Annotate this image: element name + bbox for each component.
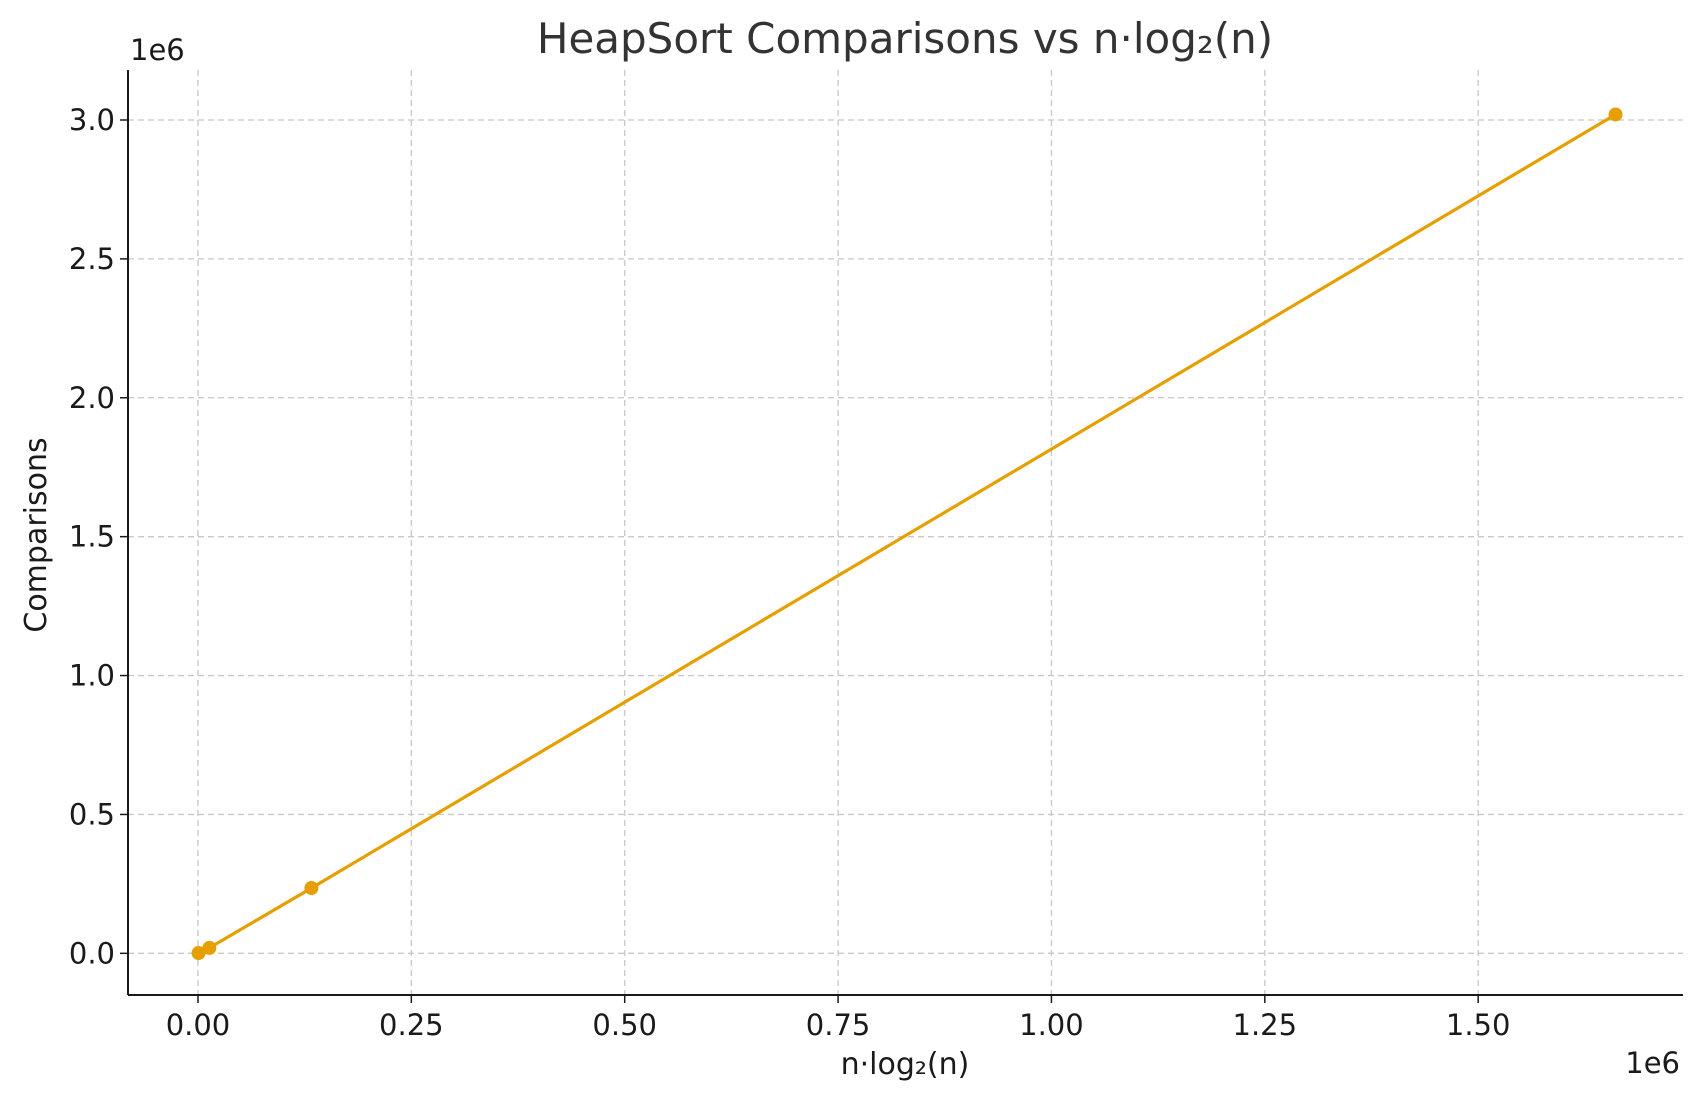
x-axis-ticks: 0.00 0.25 0.50 0.75 1.00 1.25 1.50	[166, 995, 1511, 1042]
y-tick-label: 2.5	[69, 242, 115, 276]
data-point	[304, 881, 319, 896]
y-gridlines	[128, 119, 1683, 954]
x-tick-label: 0.75	[806, 1008, 871, 1042]
data-point	[191, 946, 206, 961]
series-layer	[191, 107, 1623, 961]
y-tick-label: 1.5	[69, 520, 115, 554]
x-tick-label: 0.25	[379, 1008, 444, 1042]
x-tick-label: 0.50	[592, 1008, 657, 1042]
y-tick-label: 0.0	[69, 936, 115, 970]
axes	[127, 70, 1683, 996]
y-axis-ticks: 0.0 0.5 1.0 1.5 2.0 2.5 3.0	[69, 103, 128, 970]
y-tick-label: 0.5	[69, 797, 115, 831]
x-tick-label: 1.50	[1446, 1008, 1511, 1042]
chart-title: HeapSort Comparisons vs n·log₂(n)	[537, 14, 1273, 63]
x-tick-label: 1.25	[1233, 1008, 1298, 1042]
y-tick-label: 1.0	[69, 659, 115, 693]
data-point	[1608, 107, 1623, 122]
data-point	[202, 940, 217, 955]
y-axis-title: Comparisons	[19, 437, 54, 632]
x-gridlines	[197, 70, 1479, 995]
x-tick-label: 0.00	[166, 1008, 231, 1042]
x-axis-title: n·log₂(n)	[841, 1047, 970, 1082]
x-tick-label: 1.00	[1019, 1008, 1084, 1042]
y-axis-offset-label: 1e6	[130, 33, 185, 67]
x-axis-offset-label: 1e6	[1625, 1046, 1680, 1080]
y-tick-label: 3.0	[69, 103, 115, 137]
y-tick-label: 2.0	[69, 381, 115, 415]
